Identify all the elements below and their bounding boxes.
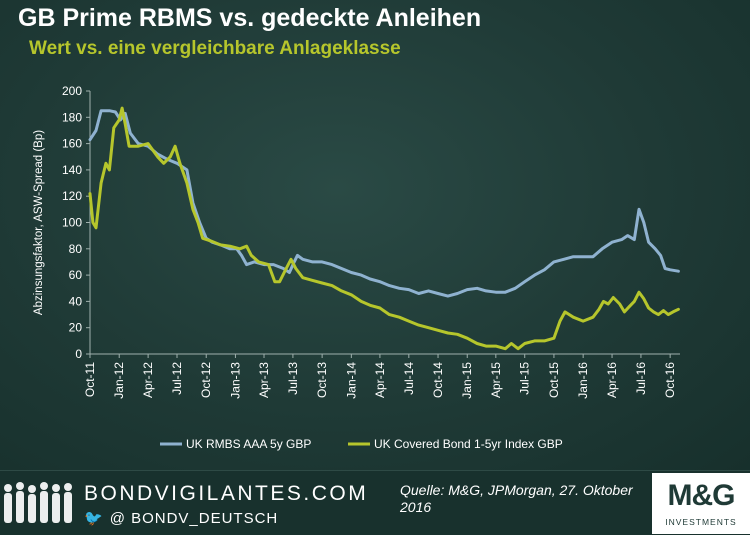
series-line-covered-bond — [88, 106, 680, 351]
brand-name[interactable]: BONDVIGILANTES.COM — [84, 482, 369, 505]
legend-label: UK RMBS AAA 5y GBP — [186, 437, 311, 451]
x-tick-label: Oct-15 — [547, 362, 561, 398]
footer-bar — [0, 470, 750, 535]
y-tick-label: 20 — [69, 321, 83, 335]
line-chart: 0 20 40 60 80 100 120 140 160 180 200 Oct-11 Jan-12 A… — [33, 84, 680, 451]
logo-text: M&G — [667, 479, 736, 512]
x-tick-label: Apr-13 — [257, 362, 271, 398]
y-tick-label: 60 — [69, 268, 83, 282]
y-tick-label: 0 — [75, 347, 82, 361]
x-tick-label: Apr-14 — [373, 362, 387, 398]
series-line-rmbs — [88, 109, 680, 298]
y-tick-label: 140 — [62, 163, 82, 177]
x-tick-label: Oct-16 — [663, 362, 677, 398]
source-note: Quelle: M&G, JPMorgan, 27. Oktober 2016 — [400, 482, 633, 515]
twitter-handle-label: @ BONDV_DEUTSCH — [109, 510, 279, 527]
chart-title: GB Prime RBMS vs. gedeckte Anleihen — [18, 4, 482, 32]
x-tick-label: Oct-12 — [199, 362, 213, 398]
x-tick-label: Jan-14 — [344, 362, 358, 399]
chart-subtitle: Wert vs. eine vergleichbare Anlageklasse — [29, 38, 401, 59]
x-tick-label: Apr-12 — [141, 362, 155, 398]
twitter-icon: 🐦 — [84, 510, 104, 527]
y-axis-title: Abzinsungsfaktor, ASW-Spread (Bp) — [33, 130, 45, 315]
x-tick-label: Oct-13 — [315, 362, 329, 398]
y-tick-label: 120 — [62, 189, 82, 203]
x-tick-label: Jan-12 — [112, 362, 126, 399]
x-tick-label: Oct-14 — [431, 362, 445, 398]
chart-background — [0, 0, 750, 470]
logo-subtext: INVESTMENTS — [665, 517, 737, 527]
y-tick-label: 160 — [62, 137, 82, 151]
x-tick-label: Jul-14 — [402, 362, 416, 395]
y-tick-label: 40 — [69, 294, 83, 308]
y-tick-label: 200 — [62, 84, 82, 98]
x-tick-label: Jan-15 — [460, 362, 474, 399]
x-tick-label: Apr-16 — [605, 362, 619, 398]
x-tick-label: Jan-13 — [228, 362, 242, 399]
legend-label: UK Covered Bond 1-5yr Index GBP — [374, 437, 563, 451]
y-tick-label: 100 — [62, 216, 82, 230]
x-tick-label: Jul-13 — [286, 362, 300, 395]
x-tick-label: Jan-16 — [576, 362, 590, 399]
x-tick-label: Jul-16 — [634, 362, 648, 395]
twitter-handle[interactable]: 🐦 @ BONDV_DEUTSCH — [84, 509, 278, 527]
people-silhouettes-icon — [4, 482, 72, 523]
x-tick-label: Oct-11 — [83, 362, 97, 397]
x-tick-label: Jul-12 — [170, 362, 184, 395]
y-tick-label: 80 — [69, 242, 83, 256]
y-tick-label: 180 — [62, 110, 82, 124]
mg-investments-logo: M&G INVESTMENTS — [652, 473, 750, 534]
x-tick-label: Apr-15 — [489, 362, 503, 398]
x-tick-label: Jul-15 — [518, 362, 532, 395]
